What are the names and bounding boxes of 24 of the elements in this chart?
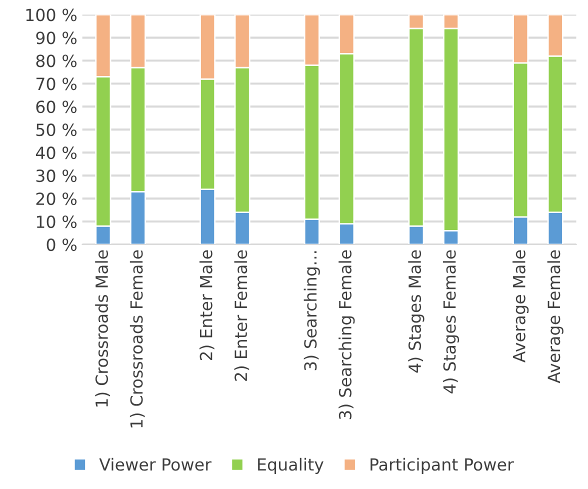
y-tick-label: 60 % [36,100,77,114]
x-tick-label: Average Female [547,250,564,384]
x-tick-label: 1) Crossroads Male [95,250,110,407]
y-tick-label: 90 % [36,32,77,44]
x-tick-label: 2) Enter Male [199,250,214,360]
legend-label: Equality [258,458,324,474]
y-tick-label: 100 % [26,8,77,22]
legend-label: Viewer Power [99,458,212,471]
legend-label: Participant Power [370,458,514,474]
y-tick-label: 0 % [46,238,77,252]
y-tick-label: 40 % [36,146,77,160]
y-tick-label: 10 % [36,215,77,228]
x-tick-label: 3) Searching… [304,251,320,370]
x-tick-label: 1) Crossroads Female [130,250,145,428]
y-tick-label: 70 % [36,78,77,90]
x-tick-label: Average Male [512,250,529,362]
x-tick-label: 4) Stages Female [442,250,460,394]
y-tick-label: 20 % [36,192,77,206]
y-tick-label: 30 % [36,170,77,182]
y-tick-label: 80 % [36,54,77,68]
y-tick-label: 50 % [36,124,77,136]
x-tick-label: 2) Enter Female [234,250,250,381]
x-tick-label: 4) Stages Male [408,250,424,373]
x-tick-label: 3) Searching Female [338,250,355,420]
